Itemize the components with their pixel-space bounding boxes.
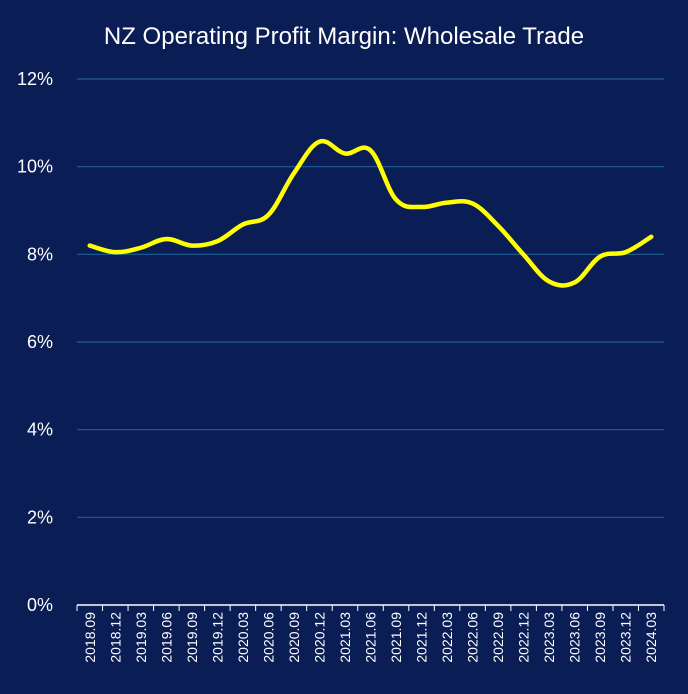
x-tick-label: 2023.06 — [567, 612, 583, 663]
data-point — [496, 224, 500, 228]
series-layer — [87, 138, 654, 288]
data-point — [113, 250, 117, 254]
x-tick-label: 2021.06 — [363, 612, 379, 663]
axis-layer — [76, 604, 665, 611]
data-point — [343, 152, 347, 156]
x-tick-label: 2022.09 — [490, 612, 506, 663]
data-point — [471, 201, 475, 205]
data-point — [445, 201, 449, 205]
x-tick-label: 2021.12 — [414, 612, 430, 663]
data-point — [547, 280, 551, 284]
data-point — [369, 148, 373, 152]
data-point — [649, 235, 653, 239]
x-tick-label: 2019.03 — [133, 612, 149, 663]
data-point — [573, 280, 577, 284]
x-tick-label: 2021.03 — [337, 612, 353, 663]
grid-layer — [77, 78, 664, 518]
chart-title: NZ Operating Profit Margin: Wholesale Tr… — [104, 23, 584, 50]
data-point — [266, 213, 270, 217]
data-point — [420, 205, 424, 209]
data-point — [215, 239, 219, 243]
data-point — [241, 223, 245, 227]
x-tick-label: 2020.03 — [235, 612, 251, 663]
x-tick-label: 2022.12 — [516, 612, 532, 663]
data-point — [190, 244, 194, 248]
x-tick-label: 2019.12 — [209, 612, 225, 663]
y-tick-label: 2% — [27, 507, 53, 527]
x-tick-labels: 2018.09 2018.12 2019.03 2019.06 2019.09 2019.… — [82, 612, 659, 663]
data-point — [522, 253, 526, 257]
x-tick-label: 2022.06 — [465, 612, 481, 663]
data-point — [624, 250, 628, 254]
y-tick-label: 6% — [27, 332, 53, 352]
data-point — [292, 171, 296, 175]
data-point — [164, 237, 168, 241]
x-tick-label: 2023.03 — [541, 612, 557, 663]
x-tick-label: 2023.09 — [592, 612, 608, 663]
data-point — [394, 198, 398, 202]
y-tick-labels: 0% 2% 4% 6% 8% 10% 12% — [17, 69, 53, 615]
y-tick-label: 8% — [27, 244, 53, 264]
x-tick-label: 2018.09 — [82, 612, 98, 663]
data-point — [598, 255, 602, 259]
x-tick-label: 2019.09 — [184, 612, 200, 663]
x-tick-label: 2020.12 — [311, 612, 327, 663]
y-tick-label: 12% — [17, 69, 53, 89]
x-tick-label: 2022.03 — [439, 612, 455, 663]
y-tick-label: 4% — [27, 420, 53, 440]
data-point — [317, 140, 321, 144]
x-tick-label: 2021.09 — [388, 612, 404, 663]
data-point — [88, 244, 92, 248]
data-point — [139, 246, 143, 250]
x-tick-label: 2020.06 — [260, 612, 276, 663]
x-tick-label: 2024.03 — [643, 612, 659, 663]
x-tick-label: 2023.12 — [618, 612, 634, 663]
y-tick-label: 10% — [17, 157, 53, 177]
x-tick-label: 2018.12 — [107, 612, 123, 663]
x-tick-label: 2020.09 — [286, 612, 302, 663]
y-tick-label: 0% — [27, 595, 53, 615]
x-tick-label: 2019.06 — [158, 612, 174, 663]
series-line — [87, 138, 654, 288]
